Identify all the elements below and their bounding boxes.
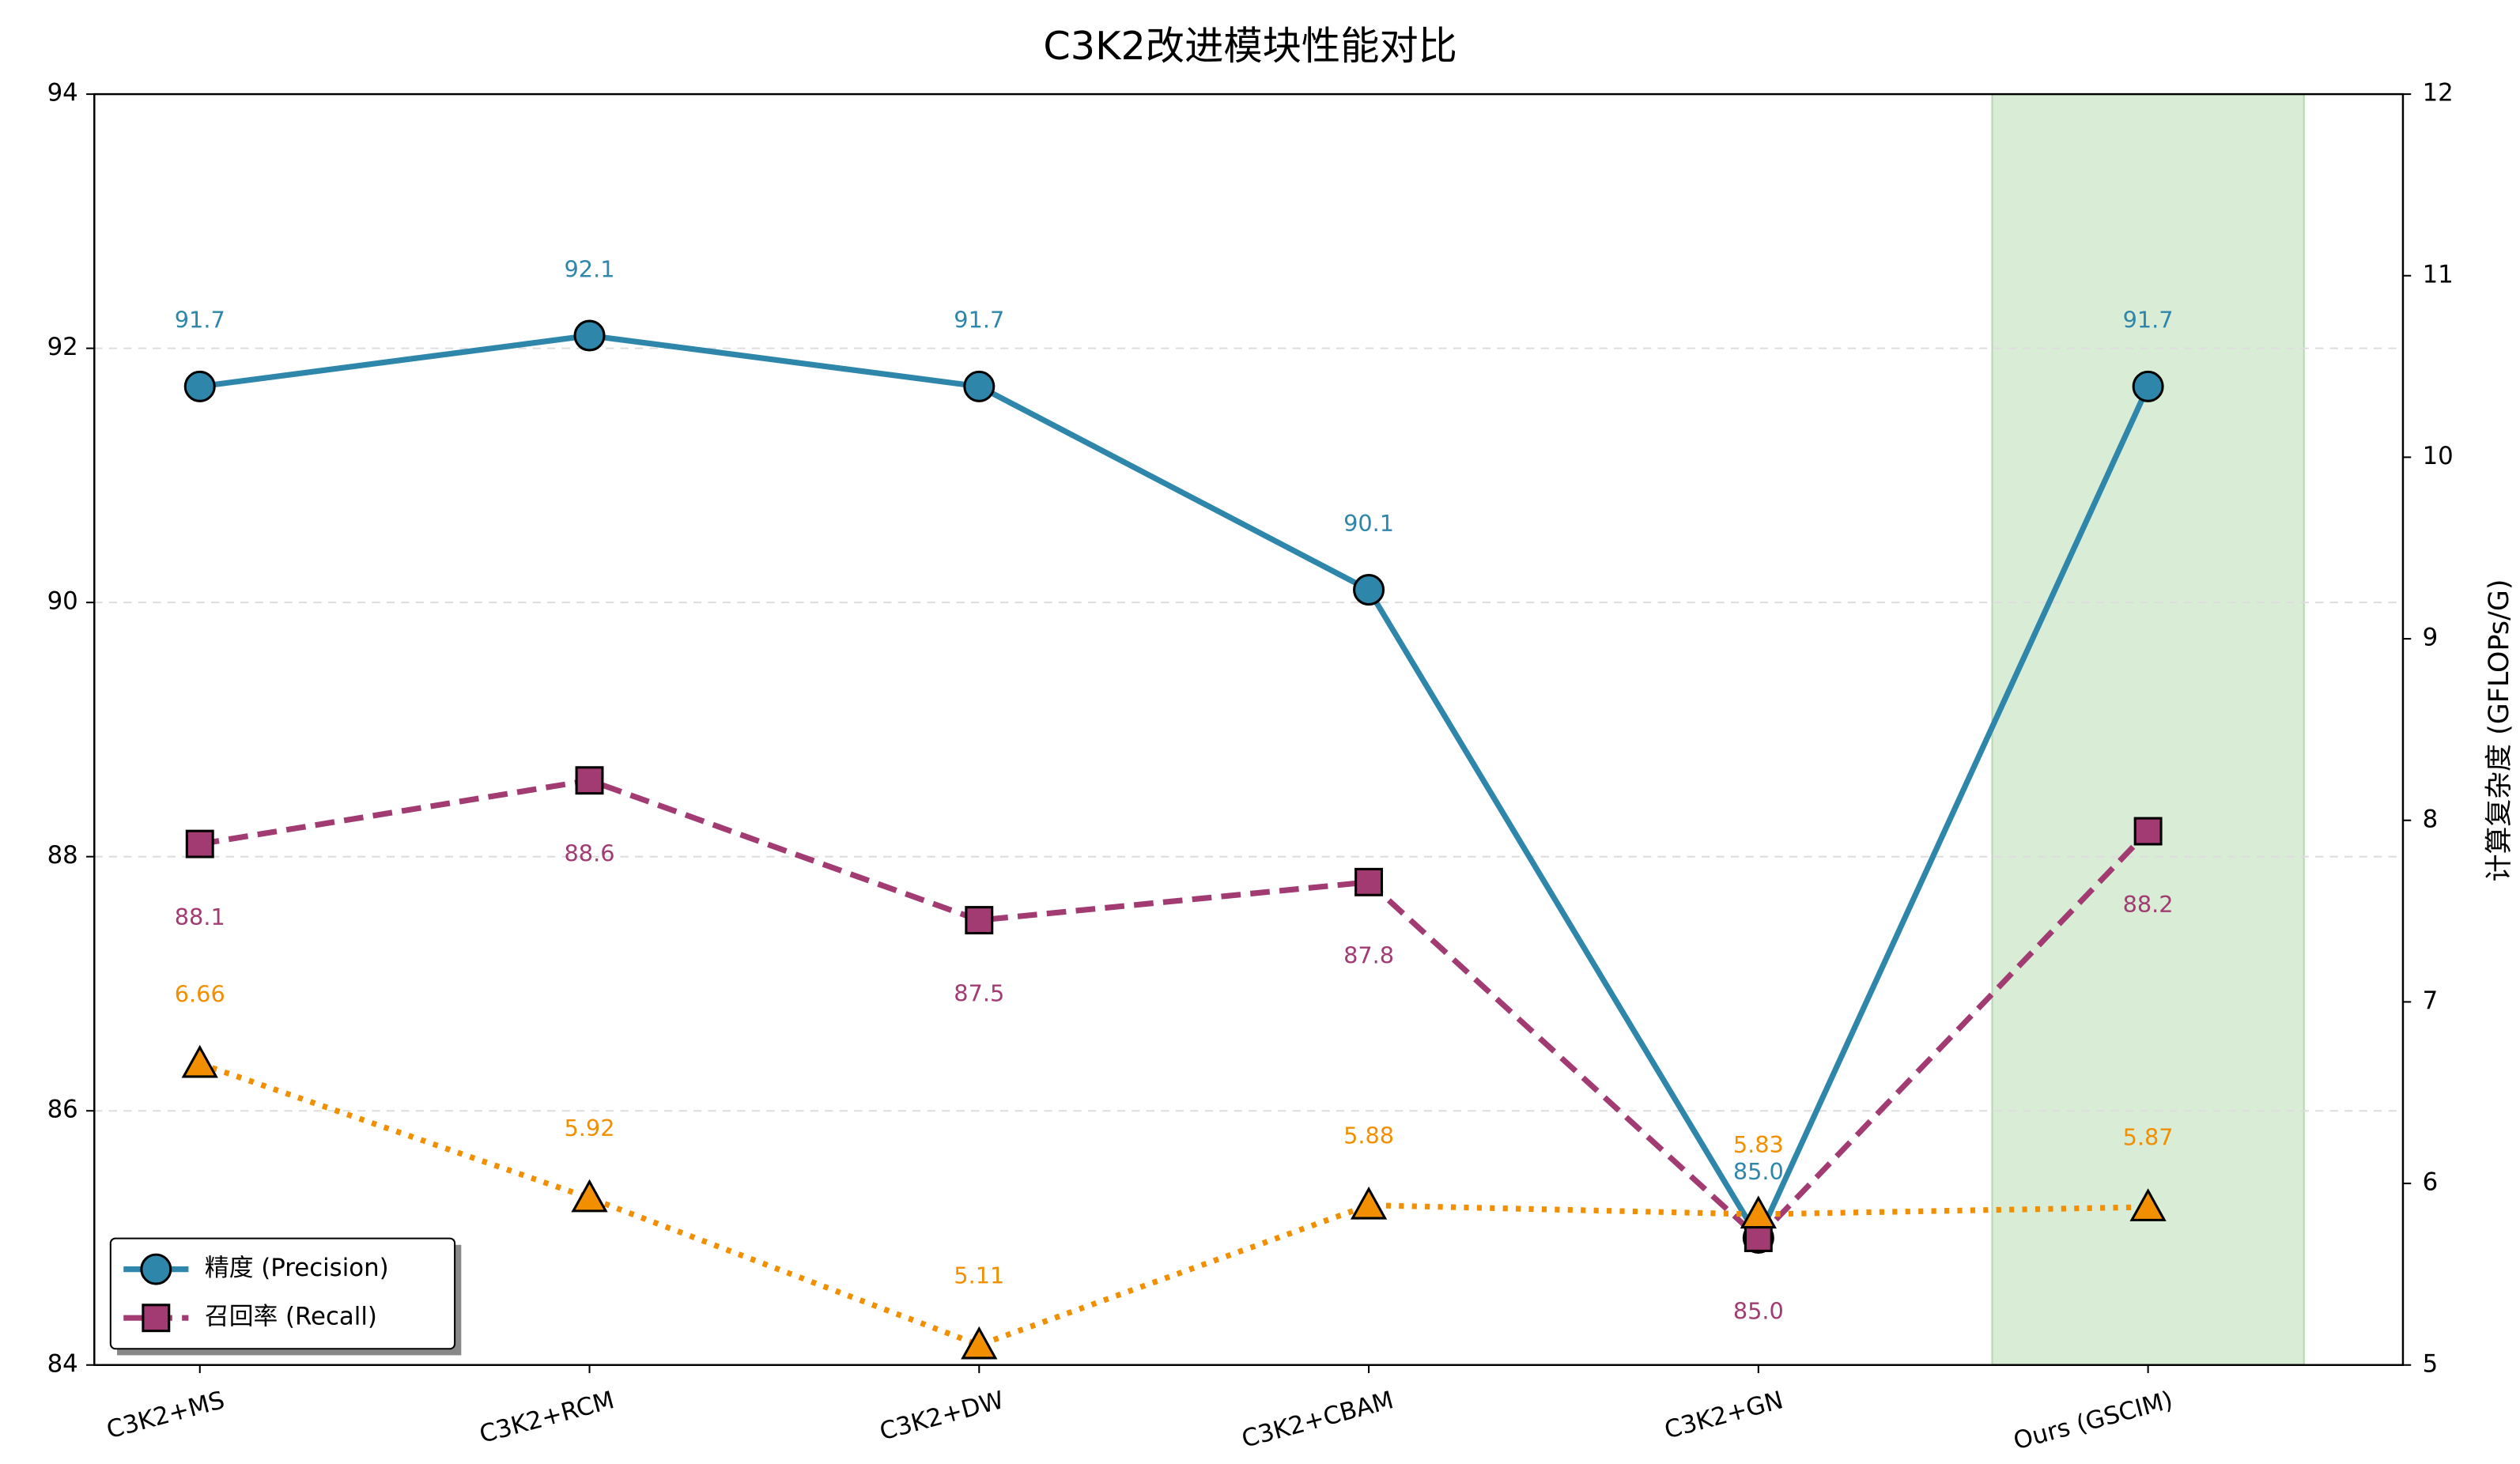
y-tick-label: 92 bbox=[47, 333, 78, 361]
data-label: 91.7 bbox=[2123, 307, 2174, 334]
data-label: 5.88 bbox=[1343, 1122, 1394, 1149]
point bbox=[183, 370, 216, 402]
data-label: 87.5 bbox=[954, 980, 1004, 1007]
point bbox=[185, 829, 214, 858]
data-label: 88.1 bbox=[175, 904, 225, 930]
data-label: 85.0 bbox=[1733, 1158, 1784, 1185]
y-tick-label: 88 bbox=[47, 841, 78, 870]
point bbox=[1740, 1195, 1777, 1229]
legend-label: 精度 (Precision) bbox=[205, 1254, 389, 1282]
data-label: 5.87 bbox=[2123, 1124, 2174, 1151]
data-label: 91.7 bbox=[954, 307, 1004, 334]
data-label: 88.6 bbox=[565, 840, 615, 867]
y2-tick-label: 5 bbox=[2423, 1349, 2439, 1378]
series-line bbox=[199, 777, 2151, 1243]
point bbox=[573, 319, 606, 352]
y-tick-label: 84 bbox=[47, 1349, 78, 1378]
data-label: 90.1 bbox=[1343, 510, 1394, 537]
point bbox=[2132, 370, 2164, 402]
y2-tick-label: 6 bbox=[2423, 1168, 2439, 1197]
point bbox=[1353, 574, 1385, 606]
y2-tick-label: 8 bbox=[2423, 805, 2439, 833]
point bbox=[142, 1304, 171, 1333]
y2-tick-label: 10 bbox=[2423, 442, 2454, 470]
point bbox=[2133, 817, 2163, 846]
point bbox=[140, 1253, 172, 1285]
x-tick-label: C3K2+DW bbox=[877, 1386, 1007, 1446]
y-tick-label: 90 bbox=[47, 587, 78, 616]
highlight-band bbox=[1991, 93, 2305, 1366]
data-label: 92.1 bbox=[565, 255, 615, 282]
series-line bbox=[198, 1061, 2148, 1349]
plot-frame bbox=[93, 92, 2405, 1366]
point bbox=[1354, 867, 1384, 896]
y2-tick-label: 11 bbox=[2423, 260, 2454, 289]
point bbox=[961, 1326, 998, 1360]
x-tick-label: C3K2+RCM bbox=[477, 1386, 618, 1449]
y-tick-label: 94 bbox=[47, 79, 78, 108]
point bbox=[965, 906, 994, 935]
data-label: 5.11 bbox=[954, 1262, 1004, 1289]
y2-tick-label: 12 bbox=[2423, 79, 2454, 108]
point bbox=[963, 370, 996, 402]
data-label: 5.83 bbox=[1733, 1131, 1784, 1158]
y2-tick-label: 7 bbox=[2423, 987, 2439, 1015]
data-label: 6.66 bbox=[175, 980, 225, 1007]
point bbox=[2129, 1188, 2167, 1221]
x-tick-label: Ours (GSCIM) bbox=[2011, 1386, 2176, 1455]
data-label: 91.7 bbox=[175, 307, 225, 334]
data-label: 88.2 bbox=[2123, 891, 2174, 918]
data-label: 5.92 bbox=[565, 1115, 615, 1141]
y2-tick-label: 9 bbox=[2423, 624, 2439, 652]
data-label: 87.8 bbox=[1343, 941, 1394, 968]
data-label: 85.0 bbox=[1733, 1297, 1784, 1324]
point bbox=[181, 1044, 218, 1078]
legend-label: 召回率 (Recall) bbox=[205, 1303, 377, 1331]
point bbox=[571, 1179, 608, 1213]
x-tick-label: C3K2+MS bbox=[104, 1386, 228, 1444]
y-tick-label: 86 bbox=[47, 1096, 78, 1124]
point bbox=[1744, 1224, 1773, 1252]
chart-title: C3K2改进模块性能对比 bbox=[1043, 23, 1457, 69]
point bbox=[575, 766, 604, 795]
x-tick-label: C3K2+GN bbox=[1661, 1386, 1786, 1445]
legend-box bbox=[109, 1237, 456, 1350]
y2-axis-label: 计算复杂度 (GFLOPs/G) bbox=[2484, 579, 2515, 881]
point bbox=[1350, 1186, 1388, 1220]
x-tick-label: C3K2+CBAM bbox=[1239, 1386, 1396, 1454]
series-line bbox=[199, 332, 2151, 1244]
